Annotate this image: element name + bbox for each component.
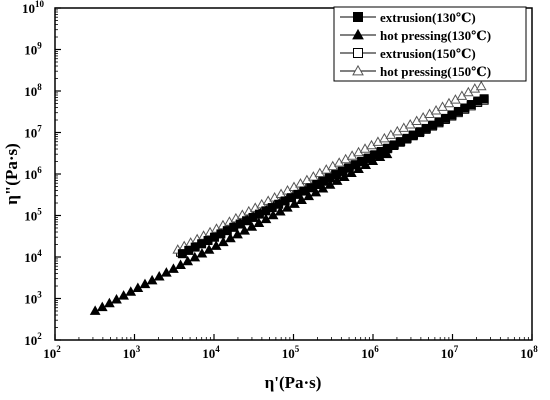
legend-label: hot pressing(130℃) [380,28,491,43]
data-point [479,94,489,104]
x-tick-label: 105 [282,344,300,361]
x-tick-label: 104 [202,344,220,361]
y-tick-label: 108 [24,82,42,99]
y-tick-label: 104 [24,248,42,265]
y-axis-title: η"(Pa·s) [2,143,21,205]
legend-label: hot pressing(150℃) [380,64,491,79]
x-tick-label: 102 [43,344,61,361]
legend-label: extrusion(150℃) [380,46,476,61]
x-axis: 102 103 104 105 106 107 108 [43,334,538,361]
y-tick-label: 103 [24,290,42,307]
y-tick-label: 1010 [22,0,45,16]
legend-marker [353,48,363,58]
series-0 [177,94,489,259]
series-3 [172,80,487,254]
data-point [374,151,386,161]
y-tick-label: 106 [24,165,42,182]
legend-marker [353,12,363,22]
y-tick-label: 105 [24,207,42,224]
y-tick-label: 107 [24,124,42,141]
x-tick-label: 108 [520,344,538,361]
x-axis-title: η'(Pa·s) [265,373,322,392]
x-tick-label: 106 [361,344,379,361]
series-1 [89,148,393,315]
legend-box [333,6,527,82]
legend-marker [352,64,364,76]
data-point [381,148,393,159]
x-tick-label: 103 [123,344,141,361]
data-point [475,80,487,91]
x-tick-label: 107 [441,344,459,361]
legend: extrusion(130℃) hot pressing(130℃) extrusi… [333,6,527,82]
y-tick-label: 109 [24,41,42,58]
y-axis: 102 103 104 105 106 107 108 109 1010 [22,0,61,348]
legend-marker [352,28,364,40]
series-layer [89,80,489,315]
y-tick-label: 102 [24,331,42,348]
legend-label: extrusion(130℃) [380,10,476,25]
